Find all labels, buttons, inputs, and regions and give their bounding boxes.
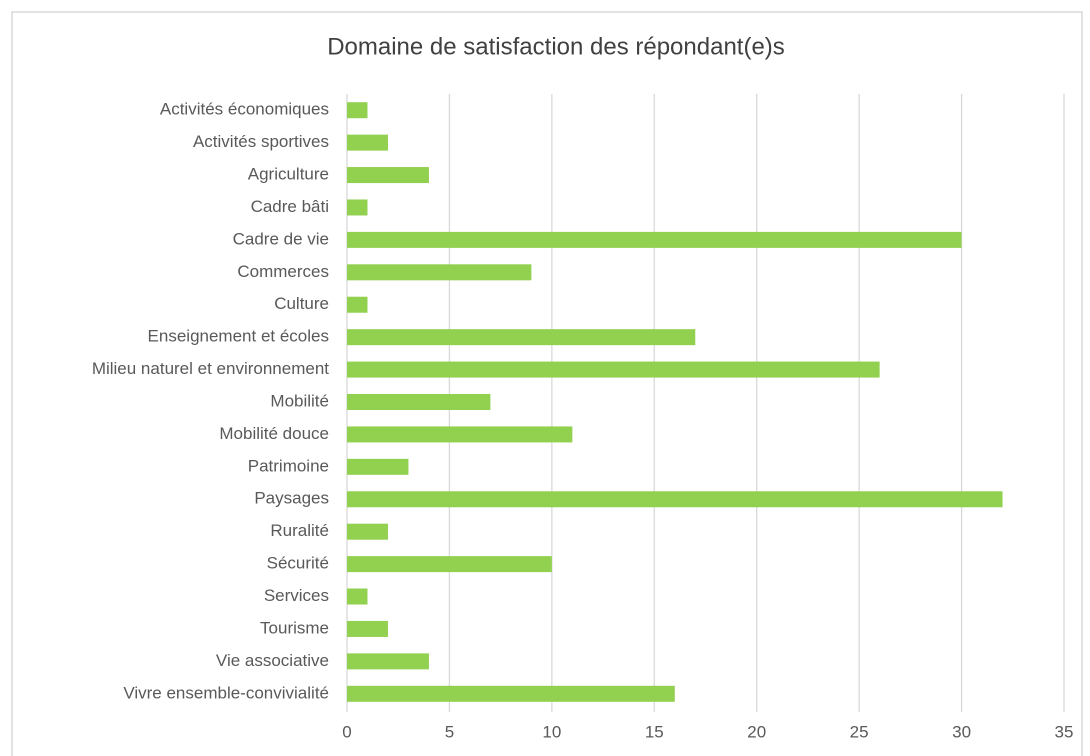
x-tick-label: 20 [747, 722, 766, 741]
bar [347, 588, 368, 605]
y-tick-label: Enseignement et écoles [148, 327, 329, 346]
x-tick-label: 25 [850, 722, 869, 741]
bar [347, 361, 880, 378]
x-tick-label: 30 [952, 722, 971, 741]
bar [347, 134, 388, 151]
bar [347, 523, 388, 540]
chart-border [11, 11, 1083, 756]
bar [347, 199, 368, 216]
y-tick-label: Paysages [254, 489, 329, 508]
bar [347, 394, 491, 410]
bar [347, 426, 573, 443]
y-tick-label: Mobilité douce [219, 424, 329, 443]
y-tick-label: Patrimoine [248, 456, 329, 475]
y-tick-label: Activités économiques [160, 100, 329, 119]
y-tick-label: Milieu naturel et environnement [92, 359, 329, 378]
bar [347, 685, 675, 702]
bar [347, 491, 1003, 508]
x-tick-label: 5 [445, 722, 454, 741]
bar [347, 653, 429, 670]
y-tick-label: Vie associative [216, 651, 329, 670]
y-tick-label: Cadre bâti [251, 197, 329, 216]
y-tick-label: Sécurité [267, 554, 329, 573]
bar [347, 231, 962, 248]
x-tick-label: 10 [542, 722, 561, 741]
x-tick-label: 35 [1055, 722, 1074, 741]
bar [347, 102, 368, 119]
y-tick-label: Services [264, 586, 329, 605]
y-tick-label: Mobilité [270, 391, 329, 410]
bar [347, 556, 552, 573]
y-tick-label: Activités sportives [193, 132, 329, 151]
bar [347, 264, 532, 281]
bar [347, 296, 368, 313]
y-tick-label: Vivre ensemble-convivialité [123, 683, 329, 702]
y-tick-label: Cadre de vie [233, 229, 329, 248]
bar [347, 329, 696, 346]
x-tick-label: 0 [342, 722, 351, 741]
y-tick-label: Tourisme [260, 618, 329, 637]
x-tick-label: 15 [645, 722, 664, 741]
y-tick-label: Culture [274, 294, 329, 313]
bar [347, 458, 409, 475]
y-tick-label: Ruralité [270, 521, 329, 540]
bar [347, 167, 429, 184]
chart-title: Domaine de satisfaction des répondant(e)… [327, 33, 785, 60]
y-tick-label: Agriculture [248, 165, 329, 184]
bar [347, 620, 388, 637]
y-tick-label: Commerces [237, 262, 329, 281]
